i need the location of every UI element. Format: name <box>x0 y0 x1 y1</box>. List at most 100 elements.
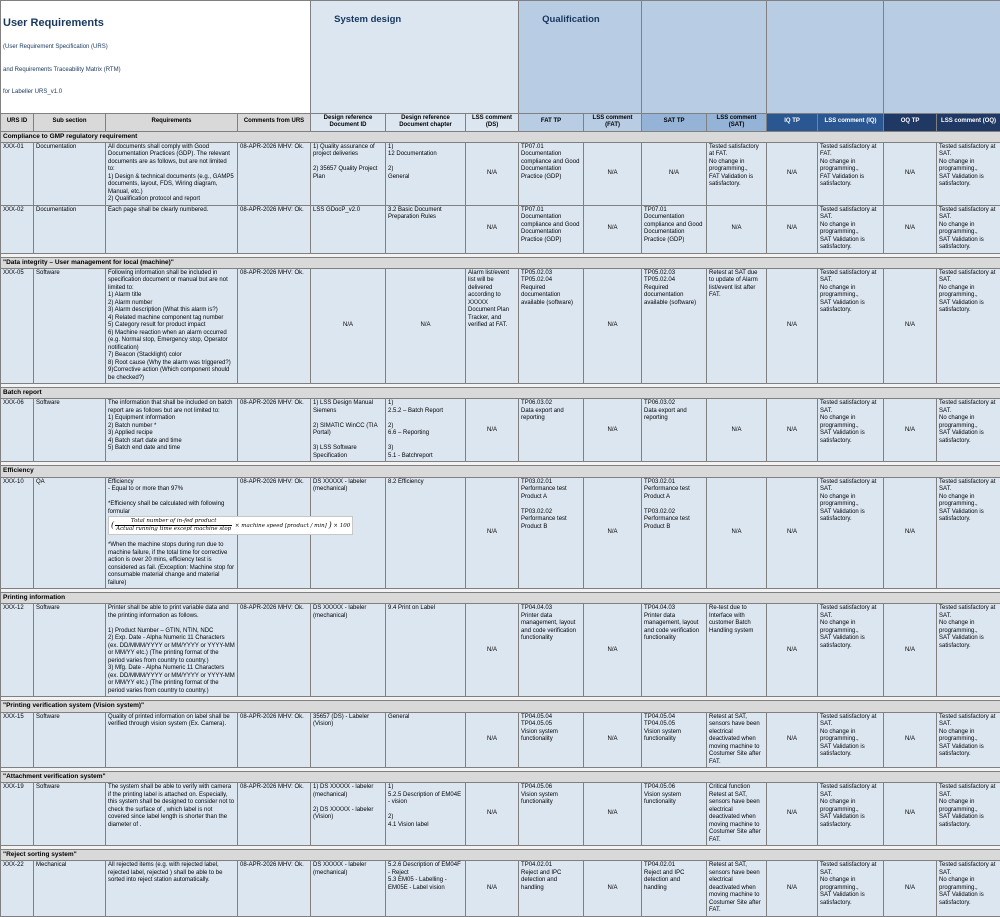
qualification-band-oq <box>884 1 1000 114</box>
cell-design-doc-id: 35657 (DS) - Labeler (Vision) <box>311 712 386 768</box>
cell-requirements: Quality of printed information on label … <box>106 712 238 768</box>
cell-lss-comment-oq: Tested satisfactory at SAT. No change in… <box>937 399 1000 462</box>
cell-lss-comment-fat: N/A <box>584 783 642 846</box>
column-header-lss-comment-iq: LSS comment (IQ) <box>818 113 884 131</box>
cell-iq-tp: N/A <box>767 268 818 384</box>
cell-fat-tp: TP06.03.02 Data export and reporting <box>519 399 584 462</box>
section-header-row: "Printing verification system (Vision sy… <box>1 701 1000 712</box>
cell-lss-comment-oq: Tested satisfactory at SAT. No change in… <box>937 477 1000 589</box>
column-header-iq-tp: IQ TP <box>767 113 818 131</box>
cell-requirements: All rejected items (e.g. with rejected l… <box>106 861 238 917</box>
cell-lss-comment-iq: Tested satisfactory at SAT. No change in… <box>818 861 884 917</box>
cell-lss-comment-fat: N/A <box>584 477 642 589</box>
cell-lss-comment-iq: Tested satisfactory at SAT. No change in… <box>818 783 884 846</box>
cell-fat-tp: TP04.05.04 TP04.05.05 Vision system func… <box>519 712 584 768</box>
cell-urs-id: XXX-10 <box>1 477 34 589</box>
title-subline-3: for Labeller URS_v1.0 <box>3 89 308 97</box>
cell-sat-tp: TP04.04.03 Printer data management, layo… <box>642 604 707 697</box>
cell-iq-tp: N/A <box>767 783 818 846</box>
cell-iq-tp: N/A <box>767 142 818 205</box>
cell-oq-tp: N/A <box>884 205 937 253</box>
section-header-row: "Data integrity – User management for lo… <box>1 257 1000 268</box>
cell-requirements: The information that shall be included o… <box>106 399 238 462</box>
cell-lss-comment-fat: N/A <box>584 861 642 917</box>
cell-sub-section: Documentation <box>34 205 106 253</box>
cell-sat-tp: TP04.05.04 TP04.05.05 Vision system func… <box>642 712 707 768</box>
title-subline-1: (User Requirement Specification (URS) <box>3 44 308 52</box>
cell-sub-section: Software <box>34 399 106 462</box>
section-header-row: Efficiency <box>1 466 1000 477</box>
section-header-label: Printing information <box>1 593 1000 604</box>
cell-design-doc-chapter: 1) 2.5.2 – Batch Report 2) 6.6 – Reporti… <box>386 399 466 462</box>
section-header-label: "Data integrity – User management for lo… <box>1 257 1000 268</box>
cell-comments-from-urs: 08-APR-2026 MHV: Ok. <box>238 268 311 384</box>
document-title-block: User Requirements (User Requirement Spec… <box>1 1 311 114</box>
cell-comments-from-urs: 08-APR-2026 MHV: Ok. <box>238 861 311 917</box>
cell-sub-section: Software <box>34 712 106 768</box>
cell-urs-id: XXX-02 <box>1 205 34 253</box>
cell-requirements: Following information shall be included … <box>106 268 238 384</box>
qualification-band-iq <box>767 1 884 114</box>
column-header-lss-comment-ds: LSS comment (DS) <box>466 113 519 131</box>
cell-comments-from-urs: 08-APR-2026 MHV: Ok. <box>238 399 311 462</box>
cell-lss-comment-sat: Retest at SAT due to update of Alarm lis… <box>707 268 767 384</box>
cell-requirements: All documents shall comply with Good Doc… <box>106 142 238 205</box>
cell-sat-tp: N/A <box>642 142 707 205</box>
section-header-row: Batch report <box>1 388 1000 399</box>
cell-lss-comment-iq: Tested satisfactory at FAT. No change in… <box>818 142 884 205</box>
cell-iq-tp: N/A <box>767 861 818 917</box>
cell-urs-id: XXX-06 <box>1 399 34 462</box>
cell-lss-comment-ds: Alarm list/event list will be delivered … <box>466 268 519 384</box>
column-header-sat-tp: SAT TP <box>642 113 707 131</box>
cell-oq-tp: N/A <box>884 712 937 768</box>
cell-fat-tp: TP04.05.06 Vision system functionality <box>519 783 584 846</box>
cell-sat-tp: TP04.05.06 Vision system functionality <box>642 783 707 846</box>
section-header-label: Compliance to GMP regulatory requirement <box>1 131 1000 142</box>
column-header-design-doc-id: Design reference Document ID <box>311 113 386 131</box>
cell-lss-comment-sat: Critical function Retest at SAT, sensors… <box>707 783 767 846</box>
cell-design-doc-chapter: 5.2.6 Description of EM04F - Reject 5.3 … <box>386 861 466 917</box>
cell-lss-comment-sat: N/A <box>707 205 767 253</box>
column-header-fat-tp: FAT TP <box>519 113 584 131</box>
cell-fat-tp: TP04.04.03 Printer data management, layo… <box>519 604 584 697</box>
cell-sat-tp: TP06.03.02 Data export and reporting <box>642 399 707 462</box>
cell-iq-tp: N/A <box>767 477 818 589</box>
cell-lss-comment-sat: Tested satisfactory at FAT. No change in… <box>707 142 767 205</box>
cell-lss-comment-iq: Tested satisfactory at SAT. No change in… <box>818 477 884 589</box>
cell-lss-comment-fat: N/A <box>584 205 642 253</box>
cell-design-doc-chapter: General <box>386 712 466 768</box>
cell-lss-comment-oq: Tested satisfactory at SAT. No change in… <box>937 268 1000 384</box>
cell-fat-tp: TP07.01 Documentation compliance and Goo… <box>519 205 584 253</box>
cell-urs-id: XXX-22 <box>1 861 34 917</box>
column-header-oq-tp: OQ TP <box>884 113 937 131</box>
cell-design-doc-id: N/A <box>311 268 386 384</box>
cell-requirements: Printer shall be able to print variable … <box>106 604 238 697</box>
cell-design-doc-chapter: 3.2 Basic Document Preparation Rules <box>386 205 466 253</box>
section-header-row: Printing information <box>1 593 1000 604</box>
cell-oq-tp: N/A <box>884 861 937 917</box>
cell-design-doc-chapter: 9.4 Print on Label <box>386 604 466 697</box>
system-design-band: System design <box>311 1 519 114</box>
cell-requirements: Efficiency - Equal to or more than 97% *… <box>106 477 238 589</box>
section-header-label: "Printing verification system (Vision sy… <box>1 701 1000 712</box>
cell-iq-tp: N/A <box>767 205 818 253</box>
cell-fat-tp: TP05.02.03 TP05.02.04 Required documenta… <box>519 268 584 384</box>
column-header-design-doc-chapter: Design reference Document chapter <box>386 113 466 131</box>
section-header-label: Efficiency <box>1 466 1000 477</box>
cell-oq-tp: N/A <box>884 142 937 205</box>
page-title: User Requirements <box>3 17 308 29</box>
cell-sub-section: Software <box>34 604 106 697</box>
column-header-lss-comment-fat: LSS comment (FAT) <box>584 113 642 131</box>
cell-lss-comment-iq: Tested satisfactory at SAT. No change in… <box>818 205 884 253</box>
section-header-row: Compliance to GMP regulatory requirement <box>1 131 1000 142</box>
cell-comments-from-urs: 08-APR-2026 MHV: Ok. <box>238 783 311 846</box>
cell-sub-section: Mechanical <box>34 861 106 917</box>
cell-sat-tp: TP05.02.03 TP05.02.04 Required documenta… <box>642 268 707 384</box>
